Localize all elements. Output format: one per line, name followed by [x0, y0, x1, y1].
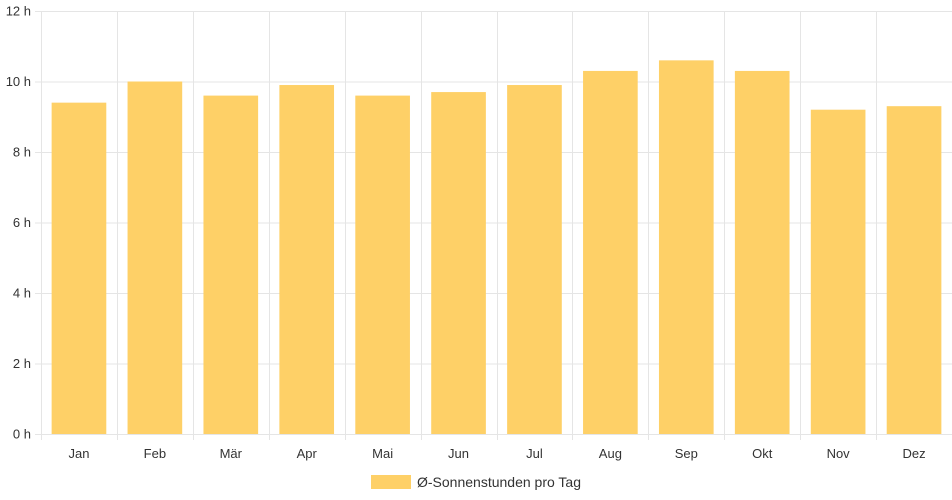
bar-Okt[interactable]: [734, 70, 790, 435]
y-tick-label: 0 h: [13, 427, 31, 442]
y-tick-label: 12 h: [6, 4, 31, 19]
bar-Dez[interactable]: [886, 106, 942, 435]
bar-Jun[interactable]: [431, 92, 486, 434]
x-tick-label: Nov: [827, 446, 851, 461]
x-tick-label: Sep: [675, 446, 698, 461]
bar-Apr[interactable]: [279, 85, 335, 435]
x-tick-label: Aug: [599, 446, 622, 461]
x-tick-label: Jun: [448, 446, 469, 461]
x-tick-label: Okt: [752, 446, 773, 461]
y-tick-label: 6 h: [13, 215, 31, 230]
x-tick-label: Apr: [297, 446, 318, 461]
bar-Feb[interactable]: [127, 81, 183, 435]
bar-Nov[interactable]: [810, 109, 866, 434]
x-tick-label: Dez: [902, 446, 925, 461]
x-axis: Jan Feb Mär Apr Mai Jun Jul Aug Sep Okt Nov Dez: [68, 446, 925, 461]
legend-label: Ø-Sonnenstunden pro Tag: [417, 474, 581, 490]
x-tick-label: Jul: [526, 446, 543, 461]
y-axis: 0 h 2 h 4 h 6 h 8 h 10 h 12 h: [6, 4, 31, 442]
bar-Mär[interactable]: [203, 95, 259, 434]
x-tick-label: Mai: [372, 446, 393, 461]
x-tick-label: Feb: [144, 446, 166, 461]
bar-Jan[interactable]: [51, 102, 107, 435]
legend[interactable]: Ø-Sonnenstunden pro Tag: [371, 474, 581, 490]
x-tick-label: Mär: [220, 446, 243, 461]
x-tick-label: Jan: [68, 446, 89, 461]
grid-lines: [35, 11, 952, 440]
bar-Jul[interactable]: [507, 85, 562, 435]
y-tick-label: 2 h: [13, 356, 31, 371]
bar-Sep[interactable]: [658, 60, 714, 434]
legend-swatch: [371, 475, 411, 489]
y-tick-label: 10 h: [6, 74, 31, 89]
bars: [51, 60, 942, 435]
bar-Mai[interactable]: [355, 95, 410, 434]
y-tick-label: 4 h: [13, 286, 31, 301]
y-tick-label: 8 h: [13, 145, 31, 160]
bar-Aug[interactable]: [583, 70, 638, 435]
